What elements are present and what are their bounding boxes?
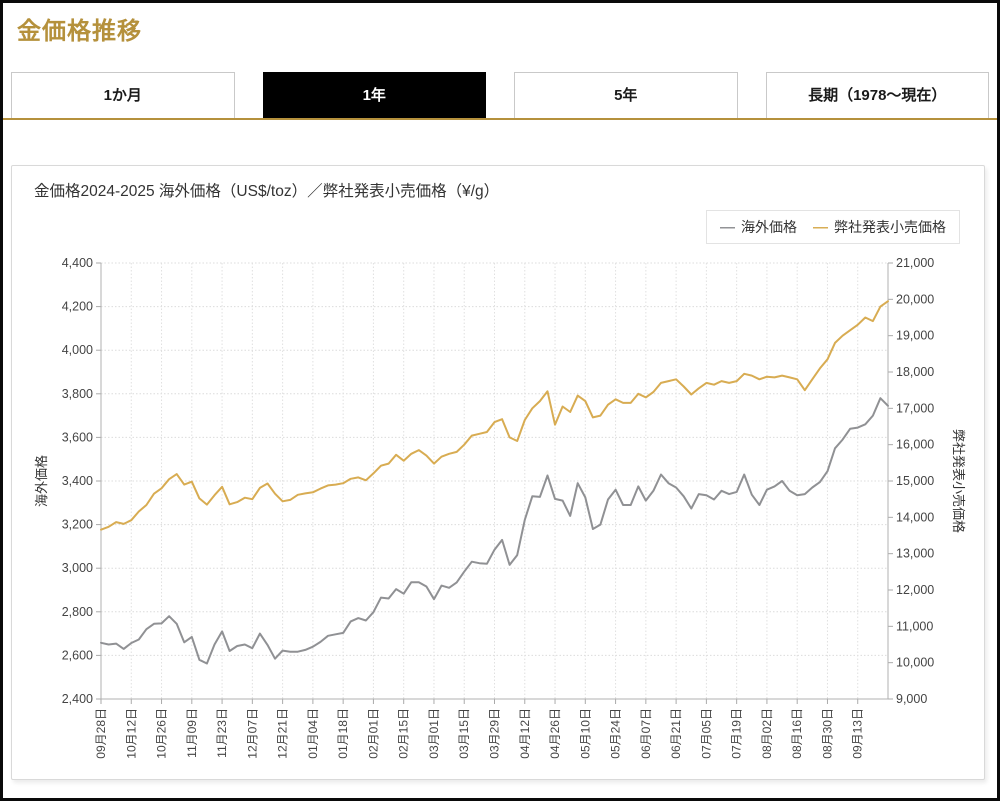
svg-text:4,000: 4,000: [62, 343, 93, 357]
svg-text:19,000: 19,000: [896, 329, 934, 343]
chart-title: 金価格2024-2025 海外価格（US$/toz）／弊社発表小売価格（¥/g）: [34, 183, 500, 200]
svg-text:04月12日: 04月12日: [518, 708, 532, 759]
svg-text:12月21日: 12月21日: [276, 708, 290, 759]
svg-text:3,400: 3,400: [62, 474, 93, 488]
svg-text:弊社発表小売価格: 弊社発表小売価格: [951, 429, 966, 533]
svg-text:03月15日: 03月15日: [457, 708, 471, 759]
svg-text:9,000: 9,000: [896, 692, 927, 706]
svg-text:4,200: 4,200: [62, 300, 93, 314]
svg-text:3,600: 3,600: [62, 430, 93, 444]
svg-text:04月26日: 04月26日: [548, 708, 562, 759]
svg-text:02月15日: 02月15日: [397, 708, 411, 759]
page-title: 金価格推移: [17, 18, 142, 45]
svg-text:01月18日: 01月18日: [336, 708, 350, 759]
svg-text:11月23日: 11月23日: [215, 708, 229, 758]
svg-text:3,800: 3,800: [62, 387, 93, 401]
svg-text:13,000: 13,000: [896, 547, 934, 561]
retail-line-swatch-icon: —: [813, 218, 828, 236]
svg-text:2,600: 2,600: [62, 648, 93, 662]
legend-item-retail-price[interactable]: — 弊社発表小売価格: [813, 217, 946, 237]
svg-text:4,400: 4,400: [62, 256, 93, 270]
svg-text:20,000: 20,000: [896, 292, 934, 306]
svg-text:2,800: 2,800: [62, 605, 93, 619]
svg-text:03月01日: 03月01日: [427, 708, 441, 759]
svg-text:3,200: 3,200: [62, 518, 93, 532]
legend-item-overseas-price[interactable]: — 海外価格: [720, 217, 797, 237]
gold-price-chart: 4,400 4,200 4,000 3,800 3,600 3,400 3,200 3,000…: [34, 256, 966, 759]
svg-text:08月30日: 08月30日: [820, 708, 834, 759]
svg-text:05月10日: 05月10日: [578, 708, 592, 759]
svg-text:17,000: 17,000: [896, 401, 934, 415]
accent-divider: [3, 118, 997, 120]
svg-text:16,000: 16,000: [896, 438, 934, 452]
tab-1year[interactable]: 1年: [262, 72, 486, 118]
chart-card: 金価格2024-2025 海外価格（US$/toz）／弊社発表小売価格（¥/g）…: [11, 165, 985, 780]
svg-text:11,000: 11,000: [896, 619, 933, 633]
svg-text:07月05日: 07月05日: [699, 708, 713, 759]
svg-text:14,000: 14,000: [896, 510, 934, 524]
svg-text:10月26日: 10月26日: [155, 708, 169, 759]
svg-text:10,000: 10,000: [896, 656, 934, 670]
tab-1month[interactable]: 1か月: [11, 72, 235, 118]
legend-label-retail: 弊社発表小売価格: [834, 219, 946, 235]
svg-text:07月19日: 07月19日: [730, 708, 744, 759]
svg-text:2,400: 2,400: [62, 692, 93, 706]
svg-text:海外価格: 海外価格: [34, 455, 49, 507]
svg-text:06月07日: 06月07日: [639, 708, 653, 759]
svg-text:09月13日: 09月13日: [851, 708, 865, 759]
svg-text:02月01日: 02月01日: [366, 708, 380, 759]
svg-text:18,000: 18,000: [896, 365, 934, 379]
svg-text:15,000: 15,000: [896, 474, 934, 488]
svg-text:08月02日: 08月02日: [760, 708, 774, 759]
svg-text:11月09日: 11月09日: [185, 708, 199, 758]
svg-text:05月24日: 05月24日: [609, 708, 623, 759]
overseas-line-swatch-icon: —: [720, 218, 735, 236]
svg-text:12月07日: 12月07日: [245, 708, 259, 759]
period-tabs: 1か月 1年 5年 長期（1978～現在）: [3, 72, 997, 118]
tab-longterm[interactable]: 長期（1978～現在）: [765, 72, 989, 118]
svg-text:08月16日: 08月16日: [790, 708, 804, 759]
tab-5years[interactable]: 5年: [514, 72, 738, 118]
svg-text:03月29日: 03月29日: [488, 708, 502, 759]
svg-text:10月12日: 10月12日: [124, 708, 138, 759]
svg-text:21,000: 21,000: [896, 256, 934, 270]
svg-text:06月21日: 06月21日: [669, 708, 683, 759]
chart-legend: — 海外価格 — 弊社発表小売価格: [706, 210, 960, 244]
svg-text:01月04日: 01月04日: [306, 708, 320, 759]
legend-label-overseas: 海外価格: [741, 219, 797, 235]
svg-text:3,000: 3,000: [62, 561, 93, 575]
svg-text:12,000: 12,000: [896, 583, 934, 597]
svg-text:09月28日: 09月28日: [94, 708, 108, 759]
